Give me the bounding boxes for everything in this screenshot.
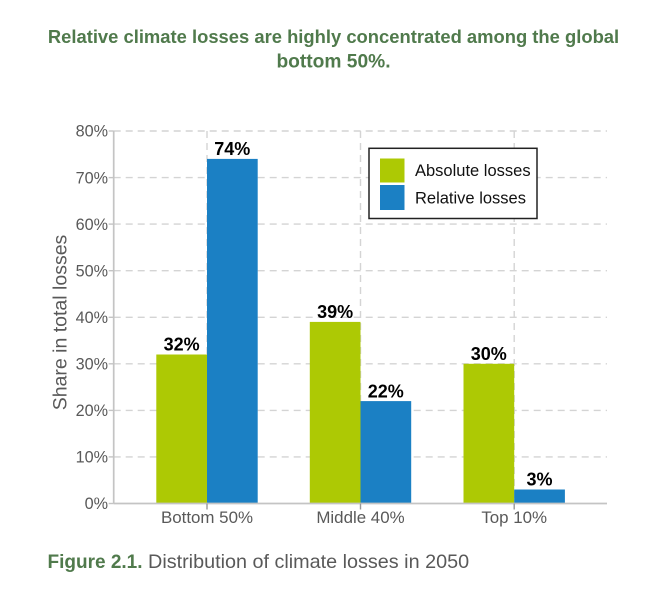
svg-text:Share in total losses: Share in total losses [50,234,72,410]
svg-text:74%: 74% [214,139,250,159]
svg-text:40%: 40% [76,309,108,327]
svg-text:32%: 32% [164,335,200,355]
svg-text:70%: 70% [76,169,108,187]
svg-text:60%: 60% [76,216,108,234]
svg-text:bottom 50%.: bottom 50%. [276,52,390,73]
svg-text:30%: 30% [76,356,108,374]
svg-text:Relative climate losses are hi: Relative climate losses are highly conce… [48,26,619,47]
svg-text:50%: 50% [76,262,108,280]
svg-text:Bottom 50%: Bottom 50% [161,508,253,527]
svg-text:3%: 3% [526,470,552,490]
svg-text:0%: 0% [85,495,108,513]
svg-text:39%: 39% [317,302,353,322]
svg-text:Middle 40%: Middle 40% [316,508,404,527]
svg-text:Absolute losses: Absolute losses [415,162,531,180]
svg-text:20%: 20% [76,402,108,420]
svg-text:10%: 10% [76,449,108,467]
svg-text:Relative losses: Relative losses [415,190,526,208]
svg-text:Top 10%: Top 10% [481,508,547,527]
svg-text:30%: 30% [471,344,507,364]
svg-text:Figure 2.1. Distribution of cl: Figure 2.1. Distribution of climate loss… [48,551,470,573]
svg-text:80%: 80% [76,123,108,141]
svg-text:22%: 22% [368,381,404,401]
